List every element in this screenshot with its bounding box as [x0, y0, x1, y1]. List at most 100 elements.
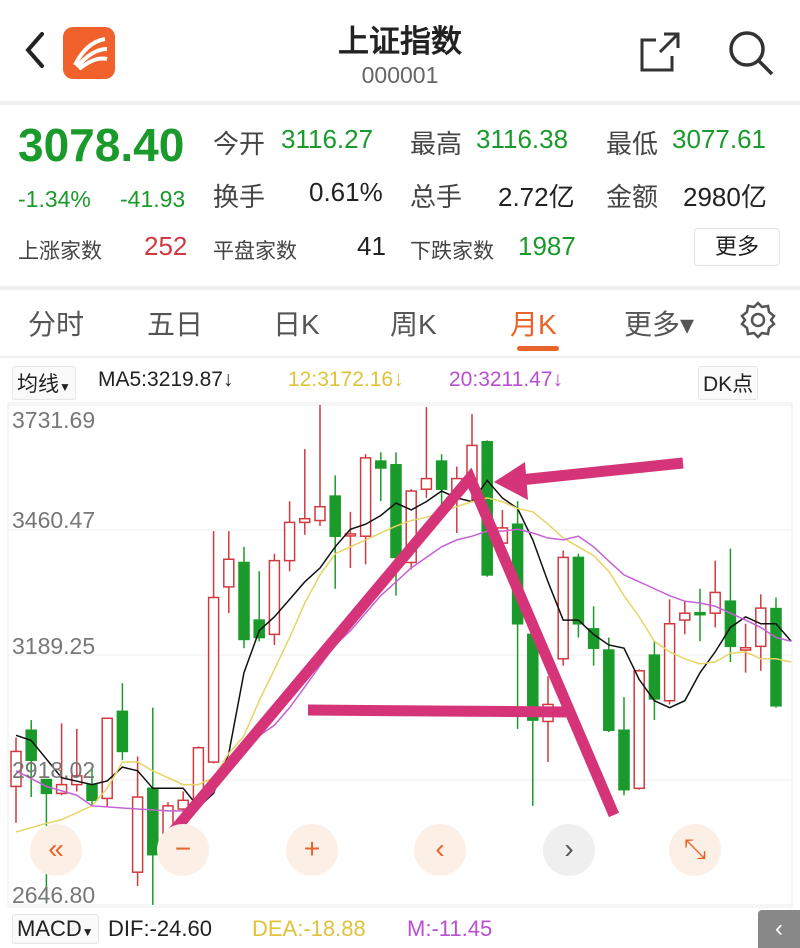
up-count-label: 上涨家数 — [18, 240, 102, 263]
tab-intraday[interactable]: 分时 — [28, 309, 85, 340]
candle-body — [147, 787, 159, 856]
macd-selector[interactable]: MACD▼ — [12, 914, 99, 944]
candle-body — [405, 490, 417, 564]
macd-row: MACD▼ DIF:-24.60 DEA:-18.88 M:-11.45 ‹ — [0, 910, 800, 948]
candle-body — [25, 729, 37, 761]
macd-dif: DIF:-24.60 — [108, 916, 212, 941]
candle-body — [679, 612, 691, 621]
share-icon[interactable] — [638, 30, 682, 74]
annotation-arrow-shaft — [519, 457, 684, 486]
ma20-value: 20:3211.47↓ — [449, 368, 564, 391]
amount-value: 2980亿 — [683, 182, 767, 212]
scroll-left-button[interactable]: ‹ — [414, 824, 466, 876]
candle — [268, 553, 281, 645]
candle — [770, 597, 782, 708]
candle — [329, 475, 341, 589]
candle — [679, 601, 691, 635]
candlestick-chart[interactable] — [0, 400, 800, 910]
candle-body — [420, 477, 433, 490]
volume-label: 总手 — [410, 182, 463, 212]
high-label: 最高 — [410, 129, 463, 159]
candle — [147, 707, 159, 905]
candle-body — [618, 729, 630, 791]
open-value: 3116.27 — [281, 124, 374, 154]
candle-body — [223, 558, 235, 588]
ma-selector-label: 均线 — [17, 373, 59, 396]
candle-body — [694, 611, 706, 616]
candle — [223, 531, 235, 614]
turnover-label: 换手 — [213, 182, 266, 212]
gear-icon[interactable] — [738, 300, 778, 340]
candle-body — [663, 623, 676, 702]
dropdown-arrow-icon: ▼ — [81, 925, 94, 939]
app-logo — [63, 27, 115, 79]
change-value: -41.93 — [120, 186, 186, 212]
candle — [101, 717, 113, 808]
dk-point-button[interactable]: DK点 — [698, 366, 759, 400]
candle-body — [86, 783, 98, 802]
tab-monthly-k[interactable]: 月K — [510, 309, 557, 340]
candle — [253, 571, 265, 642]
candle-body — [314, 505, 326, 522]
tab-weekly-k[interactable]: 周K — [390, 309, 437, 340]
ma5-line — [15, 479, 792, 809]
candle-body — [557, 556, 569, 660]
candle-body — [10, 750, 22, 788]
macd-m: M:-11.45 — [407, 916, 493, 941]
tab-five-day[interactable]: 五日 — [147, 309, 204, 340]
candle — [299, 449, 311, 535]
down-count-label: 下跌家数 — [410, 240, 494, 263]
ma12-line — [15, 497, 792, 833]
candle-body — [207, 596, 220, 763]
divider — [0, 101, 800, 105]
candle — [724, 548, 737, 663]
candle-body — [603, 649, 615, 731]
collapse-panel-icon[interactable]: ‹ — [758, 910, 800, 948]
candle — [572, 553, 585, 638]
candle — [557, 550, 569, 666]
fullscreen-button[interactable]: ⤡ — [669, 824, 721, 876]
more-button[interactable]: 更多 — [694, 228, 780, 266]
candle-body — [177, 799, 189, 810]
candle-body — [709, 591, 721, 614]
amount-label: 金额 — [606, 182, 659, 212]
candle — [238, 546, 250, 649]
candle-body — [390, 464, 402, 559]
flat-count: 41 — [357, 231, 386, 261]
tab-daily-k[interactable]: 日K — [273, 309, 320, 340]
y-tick: 3189.25 — [12, 633, 96, 659]
candle — [375, 452, 387, 502]
candle-body — [724, 600, 737, 648]
search-icon[interactable] — [726, 28, 776, 78]
candle-body — [238, 561, 250, 641]
candle-body — [329, 495, 341, 537]
candle — [648, 641, 661, 721]
candle — [25, 720, 37, 798]
change-pct: -1.34% — [18, 186, 91, 212]
annotation-horizontal-line — [307, 704, 567, 718]
y-tick: 2646.80 — [12, 882, 96, 908]
candle-body — [648, 654, 661, 700]
candle-body — [283, 521, 296, 562]
zoom-out-button[interactable]: − — [157, 824, 209, 876]
candle — [694, 588, 706, 642]
back-icon[interactable] — [18, 28, 52, 72]
high-value: 3116.38 — [476, 124, 569, 154]
candle-body — [253, 619, 265, 639]
candle-body — [131, 796, 144, 873]
candle-body — [299, 517, 311, 524]
candle-body — [770, 607, 782, 707]
scroll-right-button[interactable]: › — [543, 824, 595, 876]
candle — [420, 407, 433, 498]
candle — [739, 623, 752, 673]
annotation-peak-lines — [167, 467, 620, 837]
scroll-to-start-button[interactable]: « — [30, 824, 82, 876]
ma-selector[interactable]: 均线▼ — [12, 366, 76, 400]
y-tick: 3460.47 — [12, 507, 96, 533]
candle — [511, 501, 524, 729]
up-count: 252 — [144, 231, 188, 261]
zoom-in-button[interactable]: + — [286, 824, 338, 876]
candle — [344, 511, 357, 569]
current-price: 3078.40 — [18, 119, 185, 171]
tab-more[interactable]: 更多▾ — [624, 309, 695, 340]
